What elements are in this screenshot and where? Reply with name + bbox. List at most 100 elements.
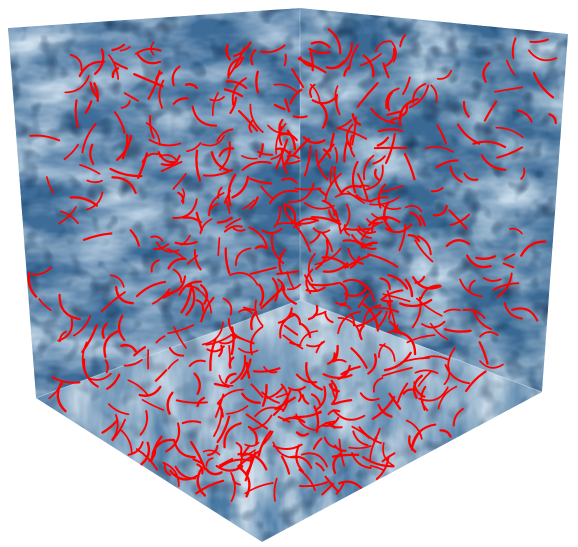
filament-segment (254, 299, 264, 327)
filament-segment (228, 344, 231, 367)
filament-segment (381, 289, 404, 300)
filament-segment (169, 469, 199, 481)
filament-segment (360, 53, 382, 67)
filament-segment (295, 413, 318, 432)
filament-segment (385, 87, 400, 110)
filament-segment (308, 47, 331, 55)
filament-segment (337, 317, 362, 337)
filament-segment (277, 307, 293, 324)
filament-segment (73, 314, 92, 337)
filament-segment (167, 358, 179, 370)
filament-segment (178, 280, 202, 296)
filament-segment (140, 441, 151, 466)
filament-segment (148, 138, 182, 147)
filament-segment (175, 399, 208, 404)
filament-segment (383, 201, 393, 232)
filament-segment (333, 166, 344, 195)
filament-segment (216, 128, 234, 142)
filament-segment (207, 444, 219, 457)
filament-segment (356, 310, 382, 328)
filament-segment (231, 77, 247, 106)
filament-segment (273, 477, 278, 502)
filament-segment (210, 151, 231, 172)
filament-segment (407, 233, 421, 243)
filament-segment (120, 343, 137, 353)
filament-segment (291, 68, 305, 89)
filament-segment (511, 307, 539, 322)
filament-segment (225, 218, 241, 229)
filament-segment (412, 276, 442, 290)
filament-segment (115, 134, 133, 162)
filament-segment (114, 285, 134, 305)
filament-segment (241, 392, 261, 404)
filament-segment (292, 115, 308, 119)
filament-segment (352, 430, 369, 447)
filament-segment (57, 317, 74, 342)
filament-segment (324, 172, 342, 203)
filament-segment (284, 98, 291, 113)
filament-segment (286, 271, 295, 290)
filament-segment (108, 54, 120, 80)
filament-segment (174, 240, 198, 246)
filament-segment (349, 134, 356, 158)
filament-segment (283, 53, 287, 67)
filament-segment (63, 143, 79, 160)
filament-segment (314, 247, 342, 266)
filament-segment (355, 227, 372, 240)
filament-segment (416, 297, 443, 317)
filament-segment (196, 463, 204, 475)
filament-segment (250, 310, 258, 331)
filament-segment (38, 298, 52, 312)
filament-segment (479, 360, 504, 369)
filament-segment (227, 56, 245, 79)
filament-segment (406, 334, 436, 344)
filament-segment (378, 343, 386, 359)
filament-segment (186, 254, 199, 265)
filament-segment (482, 276, 502, 282)
filament-segment (171, 65, 181, 87)
filament-segment (362, 456, 395, 468)
filament-segment (173, 326, 187, 349)
filament-segment (227, 173, 237, 207)
filament-segment (348, 43, 360, 70)
filament-segment (69, 196, 99, 207)
filament-segment (511, 37, 517, 59)
filament-segment (287, 385, 307, 392)
filament-segment (367, 353, 377, 375)
filament-segment (31, 266, 53, 276)
filament-segment (443, 308, 461, 313)
filament-segment (271, 277, 279, 302)
filament-segment (123, 358, 143, 367)
filament-segment (199, 218, 213, 235)
filament-segment (334, 146, 338, 164)
filament-segment (308, 282, 340, 287)
filament-segment (347, 247, 364, 265)
filament-segment (160, 160, 183, 173)
filament-segment (84, 100, 93, 114)
filament-segment (472, 140, 507, 149)
filament-segment (503, 302, 523, 320)
filament-segment (151, 288, 171, 305)
filament-segment (129, 229, 140, 247)
filament-segment (506, 59, 516, 76)
filament-segment (261, 391, 280, 404)
filament-segment (439, 429, 452, 438)
filament-segment (254, 245, 268, 250)
filament-segment (230, 472, 236, 502)
filament-segment (334, 85, 339, 103)
filament-segment (257, 430, 272, 457)
filament-segment (437, 385, 458, 410)
filament-segment (360, 241, 378, 249)
filament-segment (356, 82, 379, 108)
filament-segment (216, 216, 233, 224)
filament-segment (330, 382, 336, 399)
filament-segment (123, 92, 140, 102)
filament-segment (250, 49, 257, 66)
filament-segment (166, 391, 174, 415)
filament-segment (478, 341, 489, 365)
filament-segment (199, 283, 209, 305)
filament-segment (223, 225, 243, 233)
filament-segment (273, 103, 286, 111)
filament-segment (449, 165, 463, 183)
